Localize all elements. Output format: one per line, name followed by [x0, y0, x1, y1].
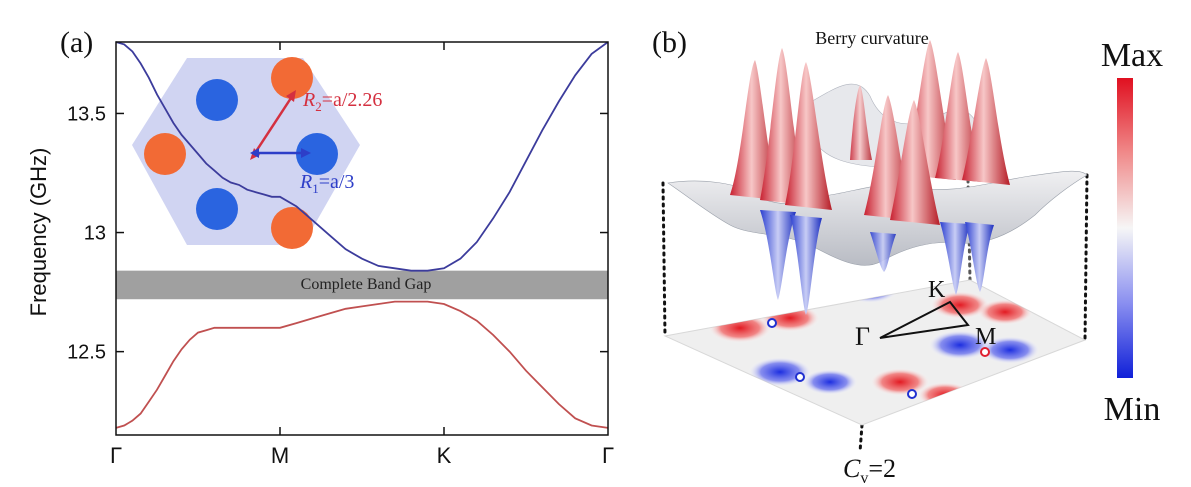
r1-radius-label: R1=a/3 — [299, 171, 354, 196]
colorbar-max-label: Max — [1101, 37, 1163, 74]
floor-dot — [980, 347, 990, 357]
lattice-inset: R2=a/2.26 R1=a/3 — [132, 57, 382, 249]
k-point-label: K — [928, 277, 946, 303]
floor-dot — [907, 389, 917, 399]
y-tick-label: 12.5 — [67, 342, 106, 364]
r2-arrow — [253, 97, 293, 154]
band-curves — [115, 41, 609, 429]
berry-curvature-surface — [667, 40, 1088, 315]
y-axis-ticks: 12.5 13 13.5 — [67, 103, 608, 364]
hexagonal-unit-cell — [132, 58, 360, 245]
colorbar-gradient — [1117, 78, 1133, 378]
y-tick-label: 13 — [84, 223, 106, 245]
floor-spot-red — [870, 368, 930, 396]
brillouin-zone-floor: K M Γ — [663, 277, 1087, 426]
surface-peak-red — [850, 85, 872, 160]
floor-spot-red — [930, 291, 990, 319]
floor-spot-red — [708, 313, 772, 343]
x-tick-label: M — [271, 443, 289, 468]
surface-dip-blue — [965, 222, 994, 292]
rod-blue-top — [196, 79, 238, 121]
m-point-label: M — [975, 324, 996, 350]
panel-b-label: (b) — [652, 26, 687, 59]
y-tick-label: 13.5 — [67, 103, 106, 125]
x-tick-label: K — [437, 443, 452, 468]
rod-orange-top-right — [271, 57, 313, 99]
gamma-point-label: Γ — [855, 322, 870, 351]
plot-frame — [115, 41, 609, 436]
plot-title: Berry curvature — [815, 28, 928, 48]
floor-dot — [767, 318, 777, 328]
irreducible-zone-triangle — [879, 300, 970, 339]
guide-left — [661, 181, 667, 338]
surface-dip-blue — [760, 210, 796, 300]
lower-band-line — [115, 300, 609, 429]
chern-number-label: Cv=2 — [843, 454, 896, 487]
guide-bottom — [858, 423, 864, 454]
rod-blue-right — [296, 133, 338, 175]
guide-right — [1083, 173, 1089, 342]
x-tick-label: Γ — [110, 443, 122, 468]
band-structure-panel: (a) Frequency (GHz) Complete Band Gap R2… — [26, 26, 614, 468]
colorbar: Max Min — [1101, 37, 1163, 428]
band-gap-shade — [116, 270, 608, 300]
surface-dip-blue — [790, 215, 822, 315]
colorbar-min-label: Min — [1104, 391, 1161, 428]
r2-radius-label: R2=a/2.26 — [302, 89, 382, 114]
band-gap-region: Complete Band Gap — [116, 270, 608, 300]
floor-spot-blue — [928, 330, 992, 360]
r2-arrowhead — [286, 90, 296, 102]
floor-spot-red — [977, 299, 1033, 325]
upper-band-line — [115, 41, 609, 272]
floor-spot-blue — [802, 369, 858, 395]
r1-arrowtail — [250, 148, 259, 158]
panel-a-label: (a) — [60, 26, 93, 59]
floor-spot-red — [760, 304, 820, 332]
y-axis-label: Frequency (GHz) — [26, 148, 51, 317]
rod-orange-bottom-right — [271, 207, 313, 249]
x-tick-label: Γ — [602, 443, 614, 468]
surface-peak-red — [962, 58, 1010, 185]
rod-blue-bottom — [196, 188, 238, 230]
floor-dot — [795, 372, 805, 382]
rod-orange-left — [144, 133, 186, 175]
berry-curvature-panel: (b) Berry curvature — [652, 26, 1163, 487]
surface-dip-blue — [940, 222, 970, 295]
surface-peak-red — [890, 100, 940, 225]
r1-arrowhead — [301, 148, 311, 158]
floor-spot-blue — [980, 336, 1040, 364]
band-gap-label: Complete Band Gap — [301, 276, 432, 293]
surface-dip-blue — [870, 232, 896, 272]
floor-spot-blue — [842, 280, 898, 303]
surface-peak-red — [785, 62, 832, 210]
